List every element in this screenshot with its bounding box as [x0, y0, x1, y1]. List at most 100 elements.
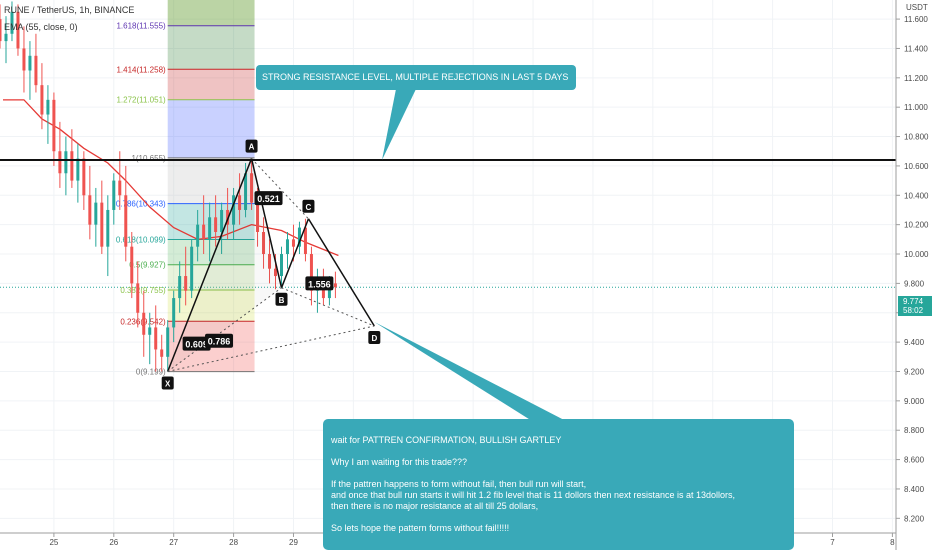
candle-body [82, 158, 86, 196]
candle-body [40, 85, 44, 115]
candle-body [34, 55, 38, 86]
candle-body [279, 254, 283, 277]
fib-level-label: 1.414(11.258) [116, 65, 166, 74]
candle-body [268, 254, 272, 269]
pattern-point-badge [368, 330, 381, 344]
candle-body [154, 327, 158, 350]
price-tick-label: 9.000 [904, 397, 925, 406]
candle-body [256, 202, 260, 232]
price-tick-label: 10.600 [904, 162, 929, 171]
time-tick-label: 27 [169, 538, 178, 547]
candle-body [303, 227, 307, 255]
candle-body [94, 202, 98, 225]
fib-zone [167, 99, 255, 158]
plan-callout-line: Why I am waiting for this trade??? [331, 457, 467, 467]
ema-indicator-label[interactable]: EMA (55, close, 0) [4, 22, 78, 32]
candle-body [238, 195, 242, 210]
pattern-point-label: X [165, 379, 171, 388]
candle-body [262, 231, 266, 255]
price-tick-label: 11.000 [904, 103, 928, 112]
price-axis[interactable]: 11.600 11.400 11.200 11.000 10.800 10.600 10.4… [895, 0, 929, 550]
price-tick-label: 11.600 [904, 15, 928, 24]
fib-level-label: 0(9.199) [136, 368, 166, 377]
candle-body [297, 227, 301, 247]
resistance-callout[interactable]: STRONG RESISTANCE LEVEL, MULTIPLE REJECT… [256, 65, 576, 161]
candle-body [0, 19, 2, 42]
pattern-leg-ab [250, 158, 283, 288]
plan-callout-line: If the pattren happens to form without f… [331, 479, 586, 489]
candle-body [136, 283, 140, 313]
resistance-callout-pointer [382, 89, 416, 161]
fib-level-label: 1(10.655) [131, 154, 166, 163]
price-tick-label: 9.200 [904, 367, 925, 376]
candle-body [190, 246, 194, 291]
ratio-badge [254, 191, 283, 206]
fib-level-label: 0.786(10.343) [116, 200, 166, 209]
candle-body [196, 224, 200, 247]
pattern-leg-xa [167, 158, 253, 372]
time-tick-label: 8 [890, 538, 895, 547]
candle-body [285, 239, 289, 255]
price-tick-label: 10.800 [904, 133, 929, 142]
ratio-badge [305, 276, 334, 291]
pattern-ratio-guide [251, 158, 309, 220]
candle-body [88, 195, 92, 225]
candle-body [118, 180, 122, 196]
plan-callout-pointer [374, 321, 566, 421]
candle-body [208, 217, 212, 240]
candle-body [178, 276, 182, 299]
pattern-leg-bc [280, 218, 310, 289]
pattern-ratio-guide [281, 287, 375, 327]
candle-body [64, 151, 68, 174]
currency-label: USDT [906, 3, 928, 12]
candle-body [106, 209, 110, 247]
price-tick-label: 8.400 [904, 485, 925, 494]
pattern-point-badge [302, 199, 315, 213]
candle-body [130, 246, 134, 284]
candle-body [250, 173, 254, 203]
pattern-ratio-guide [167, 287, 282, 372]
plan-callout-line: and once that bull run starts it will hi… [331, 490, 735, 500]
resistance-callout-box [256, 65, 576, 90]
fib-zone [167, 264, 255, 290]
last-price-badge: 9.774 58:02 [898, 296, 932, 316]
gartley-pattern-drawing[interactable]: X A B C D 0.521 1.556 0.609 0.786 [161, 139, 381, 390]
pattern-point-label: A [249, 143, 255, 152]
pattern-ratio-guide [167, 325, 375, 372]
candle-body [16, 11, 20, 49]
plan-callout-box [323, 419, 794, 550]
plan-callout-line: So lets hope the pattern forms without f… [331, 523, 509, 533]
candle-body [70, 151, 74, 181]
time-tick-label: 29 [289, 538, 298, 547]
fib-level-label: 1.272(11.051) [116, 96, 166, 105]
price-tick-label: 10.000 [904, 250, 929, 259]
price-tick-label: 10.400 [904, 191, 929, 200]
candle-body [112, 180, 116, 210]
candle-body [160, 349, 164, 357]
price-tick-label: 11.400 [904, 44, 928, 53]
resistance-callout-text: STRONG RESISTANCE LEVEL, MULTIPLE REJECT… [262, 72, 568, 82]
candle-body [22, 48, 26, 71]
price-tick-label: 11.200 [904, 74, 928, 83]
bar-countdown: 58:02 [903, 306, 924, 315]
candle-body [10, 11, 14, 34]
candle-body [333, 283, 337, 288]
time-tick-label: 7 [830, 538, 835, 547]
plan-callout[interactable]: wait for PATTREN CONFIRMATION, BULLISH G… [323, 321, 794, 550]
symbol-title[interactable]: RUNE / TetherUS, 1h, BINANCE [4, 5, 134, 15]
candle-body [274, 268, 278, 277]
ratio-badge [182, 336, 211, 351]
candle-body [220, 209, 224, 232]
candle-body [58, 151, 62, 174]
price-tick-label: 8.600 [904, 456, 925, 465]
candle-body [100, 202, 104, 247]
candle-body [52, 99, 56, 152]
fib-level-label: 0.5(9.927) [129, 261, 166, 270]
price-tick-label: 10.200 [904, 221, 929, 230]
price-tick-label: 8.200 [904, 514, 925, 523]
price-tick-label: 9.800 [904, 279, 925, 288]
candle-body [226, 209, 230, 225]
plan-callout-line: wait for PATTREN CONFIRMATION, BULLISH G… [330, 435, 561, 445]
fib-level-label: 0.618(10.099) [116, 235, 166, 244]
